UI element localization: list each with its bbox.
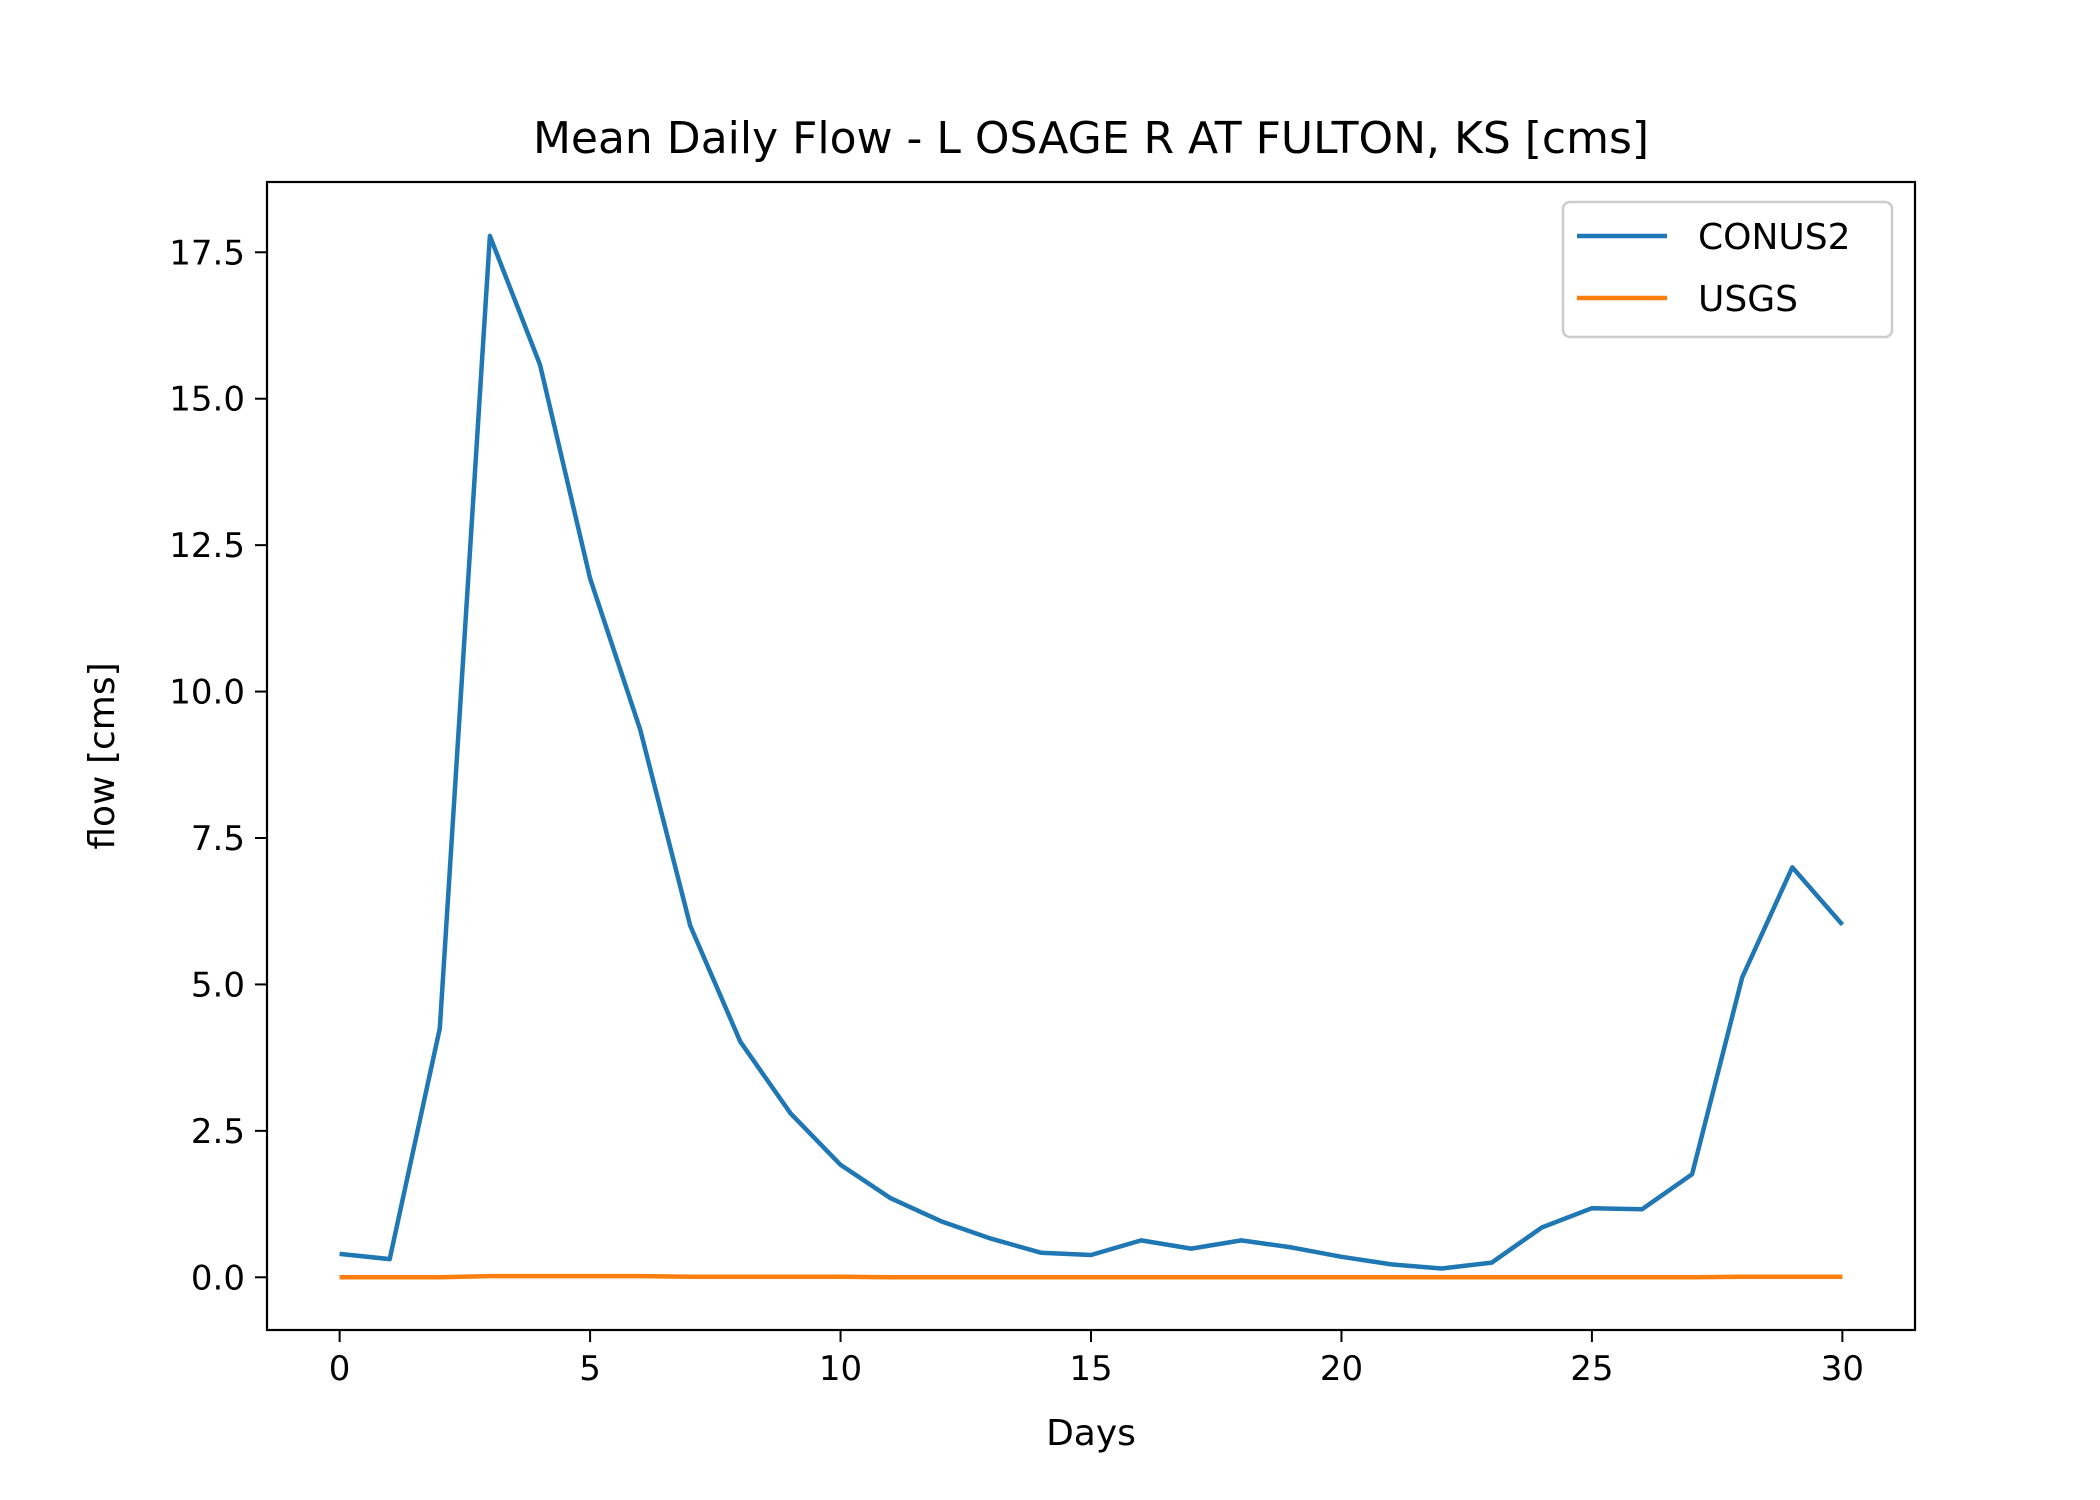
series-line-usgs bbox=[339, 1273, 1843, 1280]
x-axis-ticks: 0 5 10 15 20 25 30 bbox=[329, 1330, 1864, 1389]
y-tick-label: 17.5 bbox=[169, 233, 245, 273]
y-tick-label: 0.0 bbox=[191, 1258, 245, 1298]
x-axis-label: Days bbox=[1046, 1413, 1136, 1454]
x-tick-label: 30 bbox=[1821, 1349, 1864, 1389]
series-line-conus2 bbox=[339, 233, 1845, 1271]
legend-label-usgs: USGS bbox=[1698, 279, 1798, 320]
x-tick-label: 20 bbox=[1320, 1349, 1363, 1389]
series-layer bbox=[339, 233, 1845, 1280]
x-tick-label: 0 bbox=[329, 1349, 351, 1389]
legend-label-conus2: CONUS2 bbox=[1698, 217, 1851, 258]
x-tick-label: 5 bbox=[579, 1349, 601, 1389]
y-tick-label: 2.5 bbox=[191, 1112, 245, 1152]
chart-title: Mean Daily Flow - L OSAGE R AT FULTON, K… bbox=[533, 113, 1649, 164]
y-tick-label: 7.5 bbox=[191, 819, 245, 859]
x-tick-label: 15 bbox=[1069, 1349, 1112, 1389]
y-axis-label: flow [cms] bbox=[82, 662, 123, 849]
x-tick-label: 25 bbox=[1570, 1349, 1613, 1389]
y-tick-label: 10.0 bbox=[169, 673, 245, 713]
y-axis-ticks: 0.0 2.5 5.0 7.5 10.0 12.5 15.0 17.5 bbox=[169, 233, 267, 1298]
x-tick-label: 10 bbox=[819, 1349, 862, 1389]
legend: CONUS2 USGS bbox=[1561, 200, 1894, 339]
y-tick-label: 12.5 bbox=[169, 526, 245, 566]
y-tick-label: 15.0 bbox=[169, 380, 245, 420]
y-tick-label: 5.0 bbox=[191, 965, 245, 1005]
